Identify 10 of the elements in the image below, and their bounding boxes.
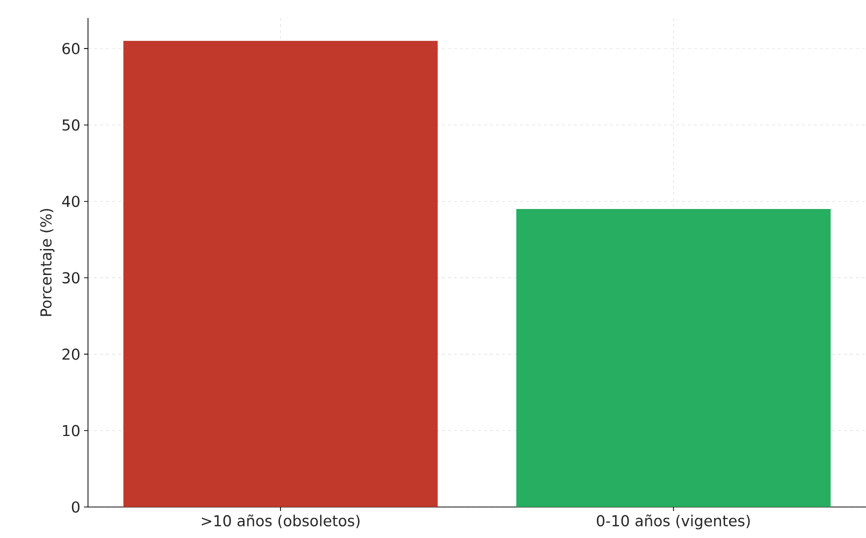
y-tick-label: 0 bbox=[72, 501, 80, 513]
y-tick-label: 10 bbox=[63, 424, 80, 436]
y-tick-label: 20 bbox=[62, 348, 80, 360]
y-tick-label: 30 bbox=[62, 272, 80, 284]
y-tick-label: 40 bbox=[62, 196, 80, 208]
x-tick-label: 0-10 años (vigentes) bbox=[596, 514, 750, 530]
y-tick-label: 60 bbox=[62, 42, 80, 54]
y-tick-label: 50 bbox=[62, 119, 80, 131]
y-axis-title: Porcentaje (%) bbox=[40, 208, 55, 316]
x-tick-label: >10 años (obsoletos) bbox=[202, 514, 360, 528]
